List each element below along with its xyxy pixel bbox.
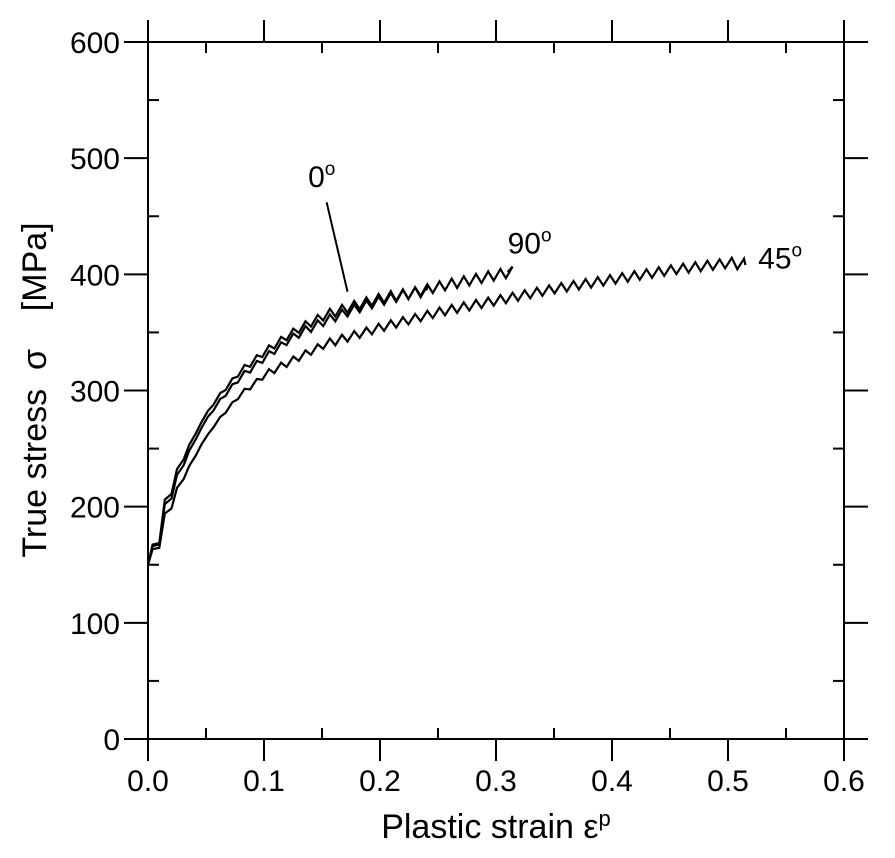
annotation-label: 0o xyxy=(308,159,335,194)
curve-annotations: 0o 90o 45o xyxy=(308,159,802,292)
y-axis-label: True stress σ [MPa] xyxy=(16,222,54,557)
y-tick-label: 600 xyxy=(70,27,120,60)
y-tick-label: 400 xyxy=(70,259,120,292)
axis-ticks xyxy=(124,20,868,761)
y-tick-label: 0 xyxy=(103,724,120,757)
annotation-label: 90o xyxy=(508,225,552,260)
x-tick-label: 0.1 xyxy=(243,765,285,798)
y-tick-label: 100 xyxy=(70,608,120,641)
x-tick-label: 0.5 xyxy=(707,765,749,798)
x-axis-label: Plastic strain εp xyxy=(381,806,611,846)
data-curves xyxy=(146,255,747,566)
plot-frame xyxy=(147,41,845,740)
x-tick-label: 0.6 xyxy=(823,765,865,798)
y-tick-label: 500 xyxy=(70,143,120,176)
y-tick-label: 200 xyxy=(70,492,120,525)
tick-labels: 0.0 0.1 0.2 0.3 0.4 0.5 0.6 0 100 200 300 400 500 600 xyxy=(70,27,865,798)
x-tick-label: 0.0 xyxy=(127,765,169,798)
curve-90deg xyxy=(146,265,514,566)
annotation-label: 45o xyxy=(758,241,802,276)
y-tick-label: 300 xyxy=(70,376,120,409)
x-tick-label: 0.4 xyxy=(591,765,633,798)
x-axis-label-superscript: p xyxy=(599,806,611,831)
curve-45deg xyxy=(146,255,747,566)
annotation-pointer xyxy=(325,202,349,292)
x-tick-label: 0.3 xyxy=(475,765,517,798)
x-tick-label: 0.2 xyxy=(359,765,401,798)
